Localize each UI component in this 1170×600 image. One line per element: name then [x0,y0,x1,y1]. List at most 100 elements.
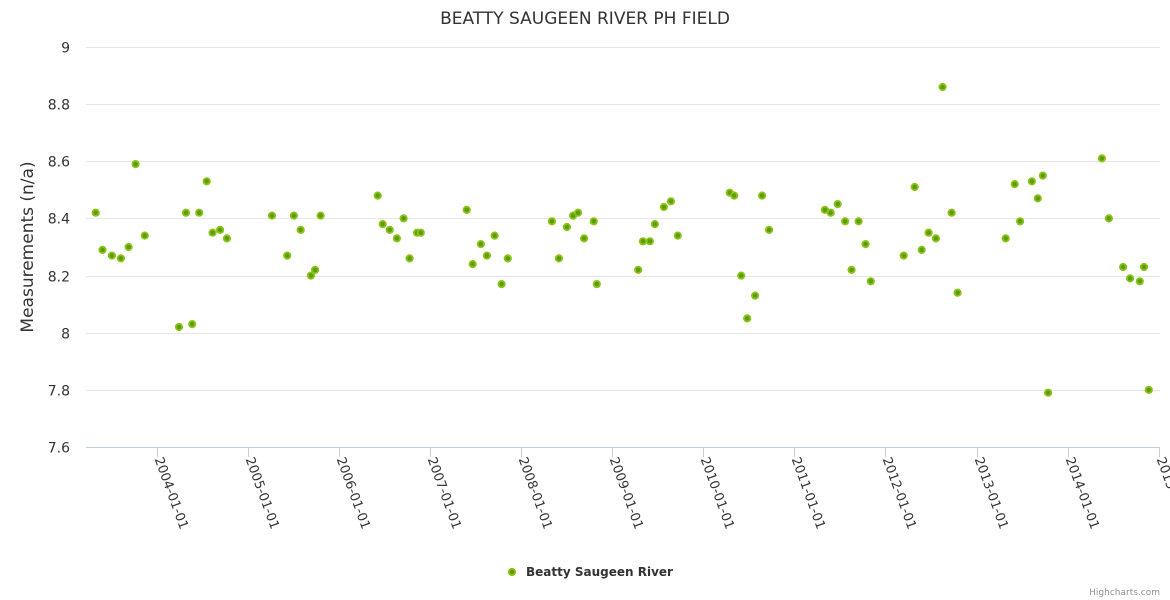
data-point[interactable] [947,208,956,217]
data-point[interactable] [188,319,197,329]
data-point[interactable] [107,251,117,260]
data-point[interactable] [476,240,485,249]
data-point[interactable] [1001,234,1010,243]
data-point[interactable] [1033,194,1042,203]
data-point[interactable] [938,82,947,92]
data-point[interactable] [673,231,682,240]
data-point[interactable] [737,271,746,280]
y-tick-label: 7.8 [48,384,70,400]
data-point[interactable] [216,225,225,234]
data-point[interactable] [743,314,752,323]
legend[interactable]: Beatty Saugeen River [507,565,673,579]
data-point[interactable] [666,197,676,206]
data-point[interactable] [826,208,835,217]
data-point[interactable] [140,231,149,240]
data-point[interactable] [1097,154,1107,163]
y-tick-label: 8.8 [48,98,70,114]
legend-marker-icon [507,567,517,577]
data-point[interactable] [378,220,387,229]
data-point[interactable] [174,322,184,332]
y-tick-label: 8.4 [48,212,70,228]
data-point[interactable] [385,225,394,234]
data-point[interactable] [547,217,557,226]
data-point[interactable] [399,214,408,223]
data-point[interactable] [405,254,414,263]
data-point[interactable] [638,237,648,246]
data-point[interactable] [750,291,760,300]
data-point[interactable] [267,211,277,220]
data-point[interactable] [1135,277,1144,286]
data-point[interactable] [592,279,601,289]
data-point[interactable] [1044,388,1053,397]
data-point[interactable] [306,271,315,280]
data-point[interactable] [757,191,767,200]
legend-item-label[interactable]: Beatty Saugeen River [526,565,673,579]
data-point[interactable] [310,265,320,274]
data-point[interactable] [1126,274,1135,283]
data-point[interactable] [392,234,401,243]
data-point[interactable] [482,251,491,260]
data-point[interactable] [833,200,842,209]
data-point[interactable] [468,259,477,269]
y-tick-label: 7.6 [48,441,70,457]
data-point[interactable] [497,279,506,289]
data-point[interactable] [208,228,217,237]
data-point[interactable] [562,222,572,232]
data-point[interactable] [373,191,382,200]
data-point[interactable] [579,234,589,243]
data-point[interactable] [91,208,100,217]
data-point[interactable] [1010,180,1019,189]
data-point[interactable] [116,254,126,263]
data-point[interactable] [296,225,305,234]
data-point[interactable] [634,265,643,274]
data-point[interactable] [316,211,325,220]
data-point[interactable] [462,205,471,214]
data-point[interactable] [1144,385,1153,394]
data-point[interactable] [840,217,850,226]
data-point[interactable] [1038,171,1047,180]
y-axis-title: Measurements (n/a) [18,161,38,332]
data-point[interactable] [764,225,774,234]
data-point[interactable] [910,182,919,192]
data-point[interactable] [181,208,191,217]
data-point[interactable] [222,234,231,243]
data-point[interactable] [917,245,926,254]
data-point[interactable] [416,228,425,237]
data-point[interactable] [1027,177,1037,186]
data-point[interactable] [289,211,298,220]
data-point[interactable] [503,254,512,263]
data-point[interactable] [730,191,739,200]
data-point[interactable] [124,242,133,252]
data-point[interactable] [1139,262,1149,272]
data-point[interactable] [131,160,140,169]
credits-link[interactable]: Highcharts.com [1089,588,1160,598]
data-point[interactable] [98,245,107,254]
data-point[interactable] [490,231,499,240]
data-point[interactable] [1015,217,1025,226]
data-point[interactable] [854,217,863,226]
data-point[interactable] [953,288,962,297]
data-point[interactable] [866,277,875,286]
data-point[interactable] [931,234,941,243]
data-point[interactable] [861,240,870,249]
data-point[interactable] [1104,214,1114,223]
data-point[interactable] [589,217,598,226]
data-point[interactable] [554,254,564,263]
y-tick-label: 8.2 [48,270,70,286]
data-point[interactable] [202,177,211,186]
data-point[interactable] [573,208,583,217]
data-point[interactable] [847,265,856,274]
data-point[interactable] [659,202,669,212]
y-tick-label: 9 [61,41,70,57]
data-point[interactable] [899,251,908,260]
y-axis-labels: 9 8.8 8.6 8.4 8.2 8 7.8 7.6 [48,41,70,457]
series-beatty-saugeen-river [91,82,1153,397]
data-point[interactable] [195,208,204,217]
y-tick-label: 8.6 [48,155,70,171]
data-point[interactable] [645,237,655,246]
data-point[interactable] [1119,262,1128,272]
data-point[interactable] [924,228,933,237]
data-point[interactable] [650,220,660,229]
data-point[interactable] [283,251,292,260]
